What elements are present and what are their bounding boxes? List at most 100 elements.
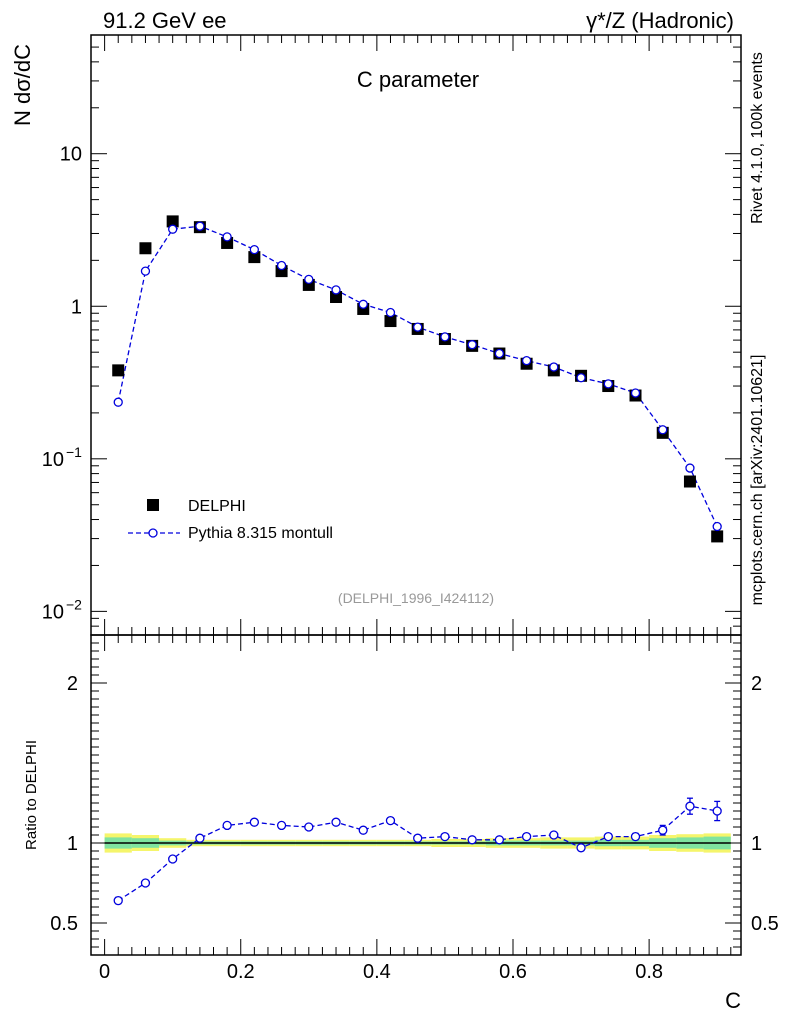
- x-tick-label: 0.2: [227, 961, 255, 983]
- ratio-y-tick-label-right: 0.5: [751, 913, 779, 935]
- mc-point: [685, 463, 695, 473]
- delphi-point: [166, 215, 179, 228]
- ratio-y-tick-label-right: 2: [751, 673, 762, 695]
- legend-data-marker: [147, 499, 159, 511]
- ratio-y-tick-label: 2: [67, 673, 78, 695]
- ratio-y-ticks: 2 2 1 1 0.5 0.5: [50, 634, 779, 956]
- energy-label: 91.2 GeV ee: [103, 8, 227, 33]
- mc-series-points: [113, 221, 722, 532]
- mc-point: [467, 340, 477, 350]
- ratio-point: [249, 817, 260, 827]
- delphi-point: [248, 251, 261, 264]
- mcplots-label: mcplots.cern.ch [arXiv:2401.10621]: [749, 355, 766, 606]
- ratio-point: [331, 817, 341, 827]
- ratio-point: [304, 822, 314, 832]
- plot-title: C parameter: [357, 67, 479, 92]
- main-y-tick-label: 1: [71, 296, 82, 318]
- x-tick-label: 0: [99, 961, 110, 983]
- analysis-watermark: (DELPHI_1996_I424112): [338, 590, 494, 606]
- ratio-point: [549, 830, 559, 840]
- x-tick-label: 0.4: [363, 961, 391, 983]
- ratio-point: [168, 854, 178, 864]
- x-axis-label: C: [725, 988, 741, 1013]
- ratio-panel-frame: [90, 634, 742, 956]
- main-y-tick-label: 10: [42, 601, 64, 623]
- ratio-point: [140, 878, 151, 888]
- main-y-tick-label: 10: [60, 144, 82, 166]
- main-y-axis-label: N dσ/dC: [10, 44, 35, 126]
- mc-point: [304, 274, 314, 285]
- mc-series-line: [117, 225, 718, 527]
- legend-data-label: DELPHI: [188, 498, 246, 515]
- mc-point: [276, 260, 287, 271]
- ratio-point: [413, 833, 423, 843]
- delphi-point: [384, 315, 397, 328]
- ratio-point: [521, 831, 532, 842]
- mc-point: [521, 356, 532, 366]
- delphi-point: [711, 530, 724, 543]
- mc-point: [168, 224, 178, 234]
- mc-point: [140, 266, 151, 276]
- x-tick-label: 0.6: [499, 961, 527, 983]
- mc-point: [385, 307, 396, 318]
- main-y-tick-exponent: −2: [66, 596, 82, 612]
- delphi-series: [112, 215, 724, 543]
- ratio-point: [603, 831, 613, 842]
- mc-point: [603, 379, 613, 389]
- mc-point: [249, 245, 260, 255]
- main-x-ticks: [104, 35, 732, 635]
- main-panel-band-layer: [91, 35, 741, 635]
- ratio-point: [685, 801, 695, 811]
- mc-point: [358, 299, 368, 309]
- mc-point: [658, 425, 668, 435]
- mc-point: [494, 348, 505, 359]
- ratio-y-tick-label-right: 1: [751, 833, 762, 855]
- legend-mc-marker: [148, 528, 158, 538]
- ratio-point: [113, 895, 123, 906]
- ratio-point: [712, 806, 722, 816]
- ratio-y-axis-label: Ratio to DELPHI: [23, 740, 40, 850]
- main-y-tick-label: 10: [42, 449, 64, 471]
- ratio-y-tick-label: 0.5: [50, 913, 78, 935]
- delphi-point: [683, 475, 696, 488]
- mc-point: [113, 397, 123, 407]
- rivet-info-label: Rivet 4.1.0, 100k events: [749, 52, 766, 224]
- mc-point: [549, 362, 559, 372]
- ratio-point: [576, 843, 586, 853]
- ratio-point: [440, 831, 450, 842]
- mc-point: [222, 232, 232, 242]
- mc-point: [576, 373, 586, 383]
- delphi-point: [139, 242, 152, 255]
- main-panel-frame: [90, 34, 742, 636]
- mc-point: [712, 521, 722, 532]
- ratio-point: [358, 825, 368, 835]
- ratio-point: [630, 831, 641, 842]
- ratio-x-ticks: 0 0.2 0.4 0.6 0.8: [99, 635, 732, 983]
- process-label: γ*/Z (Hadronic): [586, 8, 734, 33]
- ratio-point: [494, 835, 505, 845]
- ratio-point: [385, 815, 396, 826]
- legend: DELPHI Pythia 8.315 montull: [128, 498, 333, 542]
- ratio-panel: 2 2 1 1 0.5 0.5 0 0.2 0.4 0.6 0.8 Ratio to DELPHI…: [23, 634, 779, 1013]
- ratio-point: [222, 820, 232, 831]
- ratio-point: [195, 833, 205, 843]
- delphi-point: [330, 291, 343, 304]
- mc-point: [440, 332, 450, 342]
- x-tick-label: 0.8: [635, 961, 663, 983]
- ratio-point: [276, 820, 287, 831]
- ratio-point: [467, 835, 477, 845]
- ratio-y-tick-label: 1: [67, 833, 78, 855]
- legend-mc-label: Pythia 8.315 montull: [188, 525, 333, 542]
- mc-point: [195, 221, 205, 231]
- ratio-point: [658, 825, 668, 835]
- main-y-tick-exponent: −1: [66, 444, 82, 460]
- delphi-point: [112, 364, 125, 377]
- mc-point: [413, 322, 423, 332]
- ratio-series-line: [117, 805, 718, 902]
- ratio-series-points: [113, 797, 722, 906]
- mc-point: [630, 388, 641, 398]
- mc-point: [331, 285, 341, 295]
